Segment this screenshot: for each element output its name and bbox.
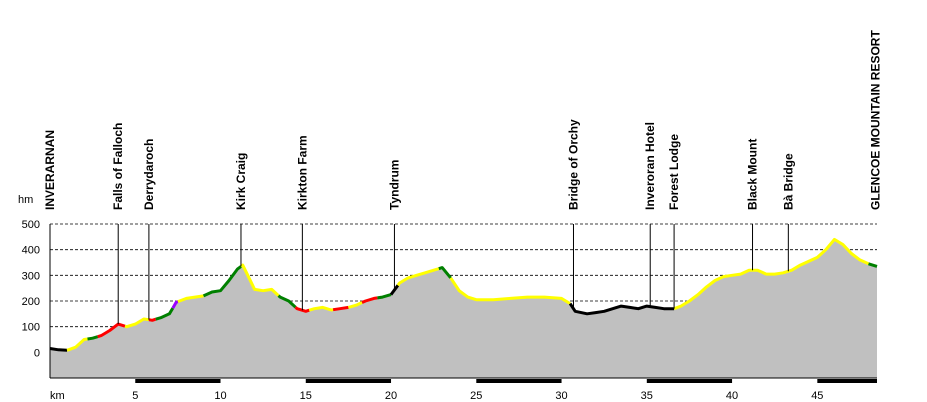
x-tick-label: 20 (385, 390, 397, 402)
x-tick-label: 35 (641, 390, 653, 402)
x-tick-label: 10 (214, 390, 226, 402)
profile-segment (124, 317, 150, 329)
waypoint-label: Forest Lodge (667, 134, 681, 210)
profile-segment (66, 337, 88, 352)
x-scale-bar (817, 379, 877, 383)
waypoint-label: Bà Bridge (781, 153, 795, 210)
x-scale-bar (476, 379, 562, 383)
profile-segment (308, 305, 334, 312)
waypoint-label: Falls of Falloch (111, 123, 125, 210)
profile-segment (148, 317, 157, 322)
y-tick-label: 300 (22, 270, 40, 282)
profile-colored-segments (49, 237, 878, 352)
x-tick-label: 40 (726, 390, 738, 402)
y-tick-label: 500 (22, 219, 40, 231)
waypoint-label: GLENCOE MOUNTAIN RESORT (868, 30, 882, 210)
profile-segment (868, 262, 878, 268)
profile-segment (294, 306, 310, 313)
x-tick-label: 25 (470, 390, 482, 402)
profile-segment (361, 296, 378, 304)
waypoint-label: Bridge of Orchy (567, 119, 581, 210)
profile-segment (177, 294, 204, 304)
waypoint-label: Kirk Craig (234, 153, 248, 210)
profile-segment (396, 267, 440, 287)
profile-segment (87, 335, 99, 341)
y-tick-label: 100 (22, 322, 40, 334)
profile-segment (97, 322, 126, 339)
profile-segment (438, 266, 452, 279)
y-axis-ticks: 0 100 200 300 400 500 (22, 219, 40, 359)
waypoint-markers: INVERARNAN Falls of Falloch Derrydaroch Kir… (43, 30, 882, 325)
profile-area (50, 239, 877, 378)
waypoint-label: Inveroran Hotel (643, 122, 657, 210)
x-tick-label: 15 (300, 390, 312, 402)
elevation-area (50, 239, 877, 378)
waypoint-label: Derrydaroch (142, 139, 156, 210)
profile-segment (240, 263, 280, 297)
x-tick-label: 45 (811, 390, 823, 402)
profile-segment (377, 293, 392, 300)
y-tick-label: 200 (22, 296, 40, 308)
profile-segment (49, 347, 68, 352)
profile-segment (568, 302, 675, 316)
profile-segment (449, 277, 571, 305)
x-tick-label: 5 (132, 390, 138, 402)
x-scale-bar (646, 379, 733, 383)
waypoint-label: INVERARNAN (43, 130, 57, 210)
waypoint-label: Kirkton Farm (295, 135, 309, 210)
x-axis-ticks: 5 10 15 20 25 30 35 40 45 (132, 379, 877, 402)
x-axis-label: km (50, 390, 65, 402)
x-tick-label: 30 (555, 390, 567, 402)
y-axis-label: hm (18, 194, 33, 206)
profile-segment (332, 305, 349, 312)
profile-segment (347, 301, 363, 309)
x-scale-bar (135, 379, 221, 383)
chart-axes (49, 224, 877, 379)
y-tick-label: 0 (34, 347, 40, 359)
y-tick-label: 400 (22, 245, 40, 257)
waypoint-label: Black Mount (746, 139, 760, 210)
profile-segment (155, 307, 175, 321)
profile-segment (202, 265, 242, 298)
x-scale-bar (305, 379, 392, 383)
profile-segment (277, 294, 297, 309)
profile-segment (673, 237, 870, 311)
profile-segment (171, 300, 179, 309)
waypoint-label: Tyndrum (387, 160, 401, 210)
